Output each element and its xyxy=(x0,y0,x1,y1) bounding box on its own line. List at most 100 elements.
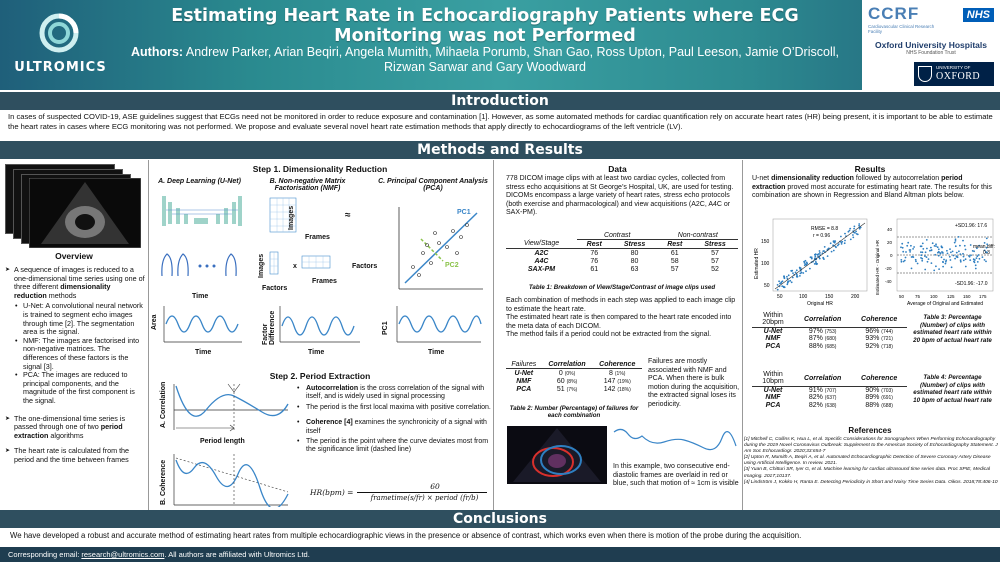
t1-cell: 80 xyxy=(630,257,639,265)
table-row: U-Net 0 (0%) 8 (1%) xyxy=(506,369,642,378)
regression-point xyxy=(809,256,812,259)
pca-diagram xyxy=(398,207,483,290)
regression-point xyxy=(823,246,826,248)
bland-altman-point xyxy=(974,264,977,267)
bland-altman-point xyxy=(974,259,976,261)
regression-point xyxy=(817,253,820,255)
t3-count: (685) xyxy=(824,344,837,351)
regression-point xyxy=(840,243,843,245)
column-divider xyxy=(148,160,149,510)
bland-altman-point xyxy=(970,254,972,257)
references-list: [1] Mitchell C, Collins K, Hua L, et al.… xyxy=(744,437,998,486)
bland-altman-point xyxy=(933,269,936,272)
bland-altman-point xyxy=(927,258,930,260)
bland-altman-point xyxy=(986,251,988,254)
regression-point xyxy=(814,253,816,256)
table-row: PCA 51 (7%) 142 (18%) xyxy=(506,385,642,393)
bland-altman-point xyxy=(909,251,911,253)
introduction-text: In cases of suspected COVID-19, ASE guid… xyxy=(8,112,993,131)
results-e: proved most accurate for estimating hear… xyxy=(752,183,992,200)
bland-altman-point xyxy=(949,259,952,261)
t3-cell: 88% (685) xyxy=(794,343,851,351)
overview-p2-a: The one-dimensional time series is passe… xyxy=(14,413,126,432)
regression-point xyxy=(804,263,807,266)
regression-point xyxy=(805,261,808,264)
ba-xtick: 150 xyxy=(963,294,971,299)
ba-ytick: 0 xyxy=(890,253,893,258)
t1-cell: 76 xyxy=(590,249,599,257)
t1-cell: 61 xyxy=(670,249,679,257)
coherence-point: Coherence [4] examines the synchronicity… xyxy=(297,419,492,436)
bland-altman-point xyxy=(930,246,932,249)
bland-altman-point xyxy=(954,238,957,241)
ultromics-logo-mark-icon xyxy=(39,13,79,53)
regression-point xyxy=(804,259,807,262)
t4-count: (638) xyxy=(824,403,837,410)
bland-altman-point xyxy=(956,256,959,259)
failures-text: Failures are mostly associated with NMF … xyxy=(648,358,740,408)
bland-altman-point xyxy=(925,256,928,258)
bland-altman-point xyxy=(976,261,979,263)
t4-count: (688) xyxy=(881,403,893,410)
t1-group-contrast: Contrast xyxy=(576,231,658,240)
ba-ytick: 40 xyxy=(887,227,893,232)
bland-altman-point xyxy=(938,268,940,270)
reg-rmse: RMSE = 8.8 xyxy=(811,226,838,232)
bland-altman-point xyxy=(922,248,925,250)
bland-altman-point xyxy=(985,246,988,249)
nmf-factors-label: Factors xyxy=(352,263,378,270)
overview-p2-b: period extraction xyxy=(14,422,123,440)
bland-altman-point xyxy=(951,250,954,253)
regression-point xyxy=(810,257,813,260)
table-row: SAX-PM 61 63 57 52 xyxy=(506,265,738,273)
reg-xtick: 200 xyxy=(851,294,860,300)
data-description: 778 DICOM image clips with at least two … xyxy=(506,175,734,217)
t1-cell: 63 xyxy=(630,265,639,273)
echo-overlay-caption: In this example, two consecutive end-dia… xyxy=(613,463,739,488)
regression-point xyxy=(847,230,850,233)
t2-row-label: PCA xyxy=(516,385,532,393)
bland-altman-point xyxy=(942,252,944,254)
regression-point xyxy=(794,271,797,274)
ba-mean-value: 0.3 xyxy=(983,250,990,256)
bland-altman-point xyxy=(942,265,944,268)
oxford-name: OXFORD xyxy=(936,71,981,82)
table-row: NMF 60 (8%) 147 (19%) xyxy=(506,377,642,385)
reg-ytick: 150 xyxy=(761,239,770,245)
regression-point xyxy=(809,267,811,270)
t1-cell: 57 xyxy=(711,257,719,265)
t2-pct: (19%) xyxy=(617,378,631,385)
regression-point xyxy=(823,258,825,260)
nmf-approx-symbol: ≈ xyxy=(345,210,351,221)
regression-point xyxy=(848,229,851,232)
regression-point xyxy=(790,269,793,272)
regression-point xyxy=(858,223,861,225)
regression-point xyxy=(852,236,855,239)
bland-altman-point xyxy=(969,259,972,261)
overview-unet: U-Net: A convolutional neural network is… xyxy=(5,302,145,336)
regression-point xyxy=(783,277,786,280)
t4-corner: Within 10bpm xyxy=(752,371,794,387)
t3-col: Correlation xyxy=(794,312,852,328)
t1-row-label: A2C xyxy=(534,249,549,257)
bland-altman-point xyxy=(905,251,907,253)
regression-point xyxy=(799,267,802,269)
contact-email-link[interactable]: research@ultromics.com xyxy=(81,550,165,559)
reg-ylabel: Estimated HR xyxy=(754,248,760,279)
ba-xtick: 50 xyxy=(899,294,905,299)
results-d: period extraction xyxy=(752,175,963,191)
bland-altman-point xyxy=(949,248,951,250)
partner-logos: CCRF Cardiovascular Clinical Research Fa… xyxy=(862,0,1000,90)
regression-point xyxy=(855,230,857,233)
bland-altman-point xyxy=(937,254,940,257)
bland-altman-point xyxy=(921,251,924,254)
regression-point xyxy=(852,234,854,236)
regression-point xyxy=(786,275,788,278)
nmf-images-label: Images xyxy=(288,205,295,230)
bland-altman-point xyxy=(946,252,949,255)
unet-masks xyxy=(161,253,237,277)
t2-cell: 8 (1%) xyxy=(593,369,643,378)
table-row: PCA 82% (638) 88% (688) xyxy=(752,402,907,410)
t2-pct: (8%) xyxy=(566,378,578,385)
ultromics-logo: ULTROMICS xyxy=(8,12,113,82)
